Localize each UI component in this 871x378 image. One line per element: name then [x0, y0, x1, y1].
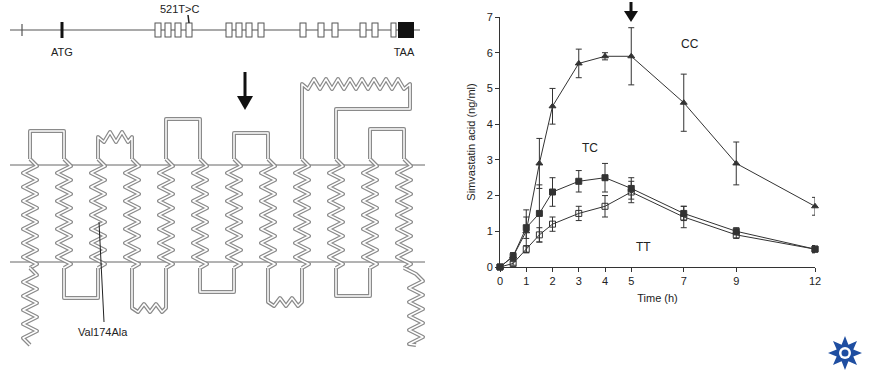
- svg-text:521T>C: 521T>C: [160, 3, 199, 15]
- svg-text:7: 7: [487, 11, 493, 23]
- svg-text:CC: CC: [681, 37, 699, 51]
- svg-text:ATG: ATG: [51, 46, 73, 58]
- svg-text:TC: TC: [582, 141, 598, 155]
- svg-text:0: 0: [497, 275, 503, 287]
- svg-text:Time (h): Time (h): [637, 292, 678, 304]
- svg-text:4: 4: [602, 275, 608, 287]
- svg-text:12: 12: [809, 275, 821, 287]
- svg-text:2: 2: [487, 189, 493, 201]
- svg-text:4: 4: [487, 118, 493, 130]
- svg-text:9: 9: [733, 275, 739, 287]
- svg-text:0: 0: [487, 261, 493, 273]
- svg-text:TT: TT: [636, 240, 651, 254]
- svg-text:7: 7: [681, 275, 687, 287]
- svg-text:Val174Ala: Val174Ala: [78, 326, 128, 338]
- svg-text:2: 2: [549, 275, 555, 287]
- svg-text:1: 1: [487, 225, 493, 237]
- svg-text:1: 1: [523, 275, 529, 287]
- svg-text:3: 3: [487, 154, 493, 166]
- svg-text:5: 5: [628, 275, 634, 287]
- svg-text:Simvastatin acid (ng/ml): Simvastatin acid (ng/ml): [465, 83, 477, 200]
- svg-text:5: 5: [487, 82, 493, 94]
- svg-text:TAA: TAA: [394, 46, 415, 58]
- svg-text:3: 3: [576, 275, 582, 287]
- svg-text:6: 6: [487, 47, 493, 59]
